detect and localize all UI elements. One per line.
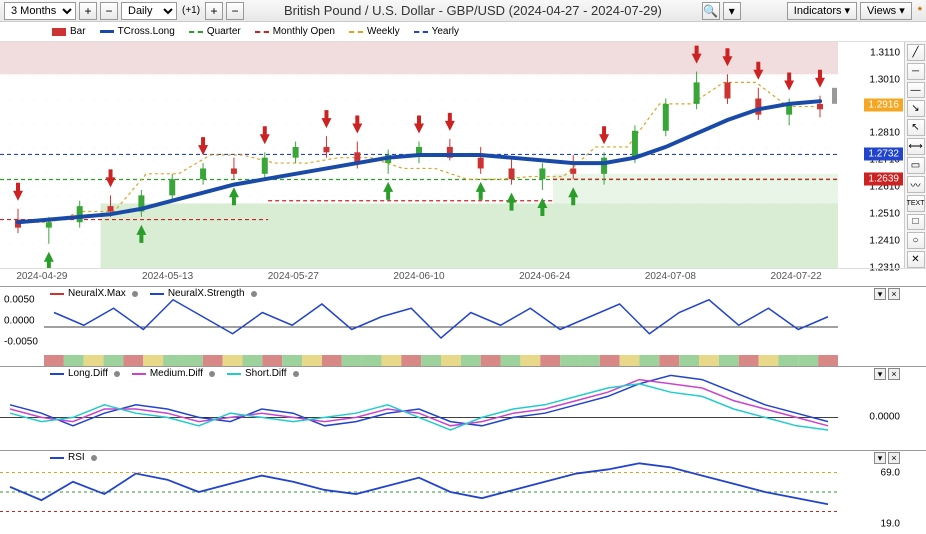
delete-tool-icon[interactable]: ✕	[907, 251, 925, 268]
search-dropdown[interactable]: ▾	[723, 2, 741, 20]
indicators-menu[interactable]: Indicators▾	[787, 2, 857, 20]
panel2-close-icon[interactable]: ×	[888, 368, 900, 380]
ruler-tool-icon[interactable]: ⟷	[907, 138, 925, 155]
panel3-min-icon[interactable]: ▾	[874, 452, 886, 464]
modified-icon: *	[918, 5, 922, 17]
interval-select[interactable]: Daily	[121, 2, 177, 20]
step-back-button[interactable]: −	[226, 2, 244, 20]
date-axis: 2024-04-292024-05-132024-05-272024-06-10…	[0, 268, 926, 286]
diff-panel: Long.DiffMedium.DiffShort.Diff ▾× 0.0000	[0, 366, 926, 450]
panel1-min-icon[interactable]: ▾	[874, 288, 886, 300]
zoom-in-button[interactable]: +	[79, 2, 97, 20]
neuralx-panel: NeuralX.MaxNeuralX.Strength ▾× -0.00500.…	[0, 286, 926, 366]
rsi-panel: RSI ▾× 19.069.0	[0, 450, 926, 532]
box-tool-icon[interactable]: □	[907, 214, 925, 231]
panel1-axis: -0.00500.00000.0050	[0, 287, 44, 366]
search-icon[interactable]: 🔍	[702, 2, 720, 20]
drawing-toolbar: ╱ ─ — ↘ ↖ ⟷ ▭ 〰 TEXT □ ○ ✕	[904, 42, 926, 268]
views-menu[interactable]: Views▾	[860, 2, 912, 20]
rect-tool-icon[interactable]: ▭	[907, 157, 925, 174]
main-legend: BarTCross.LongQuarterMonthly OpenWeeklyY…	[0, 22, 926, 42]
toolbar: 3 Months + − Daily (+1) + − British Poun…	[0, 0, 926, 22]
cursor-tool-icon[interactable]: ↖	[907, 119, 925, 136]
text-tool-icon[interactable]: TEXT	[907, 195, 925, 212]
hline-tool-icon[interactable]: ─	[907, 63, 925, 80]
offset-label: (+1)	[182, 5, 200, 16]
range-select[interactable]: 3 Months	[4, 2, 76, 20]
circle-tool-icon[interactable]: ○	[907, 232, 925, 249]
line-tool-icon[interactable]: ╱	[907, 44, 925, 61]
arrow-tool-icon[interactable]: ↘	[907, 100, 925, 117]
zoom-out-button[interactable]: −	[100, 2, 118, 20]
hline2-tool-icon[interactable]: —	[907, 82, 925, 99]
panel1-close-icon[interactable]: ×	[888, 288, 900, 300]
wave-tool-icon[interactable]: 〰	[907, 176, 925, 193]
chart-title: British Pound / U.S. Dollar - GBP/USD (2…	[247, 3, 699, 18]
step-fwd-button[interactable]: +	[205, 2, 223, 20]
price-axis: 1.23101.24101.25101.26101.27101.28101.29…	[860, 42, 904, 268]
panel3-close-icon[interactable]: ×	[888, 452, 900, 464]
panel2-min-icon[interactable]: ▾	[874, 368, 886, 380]
price-chart[interactable]	[0, 42, 860, 268]
